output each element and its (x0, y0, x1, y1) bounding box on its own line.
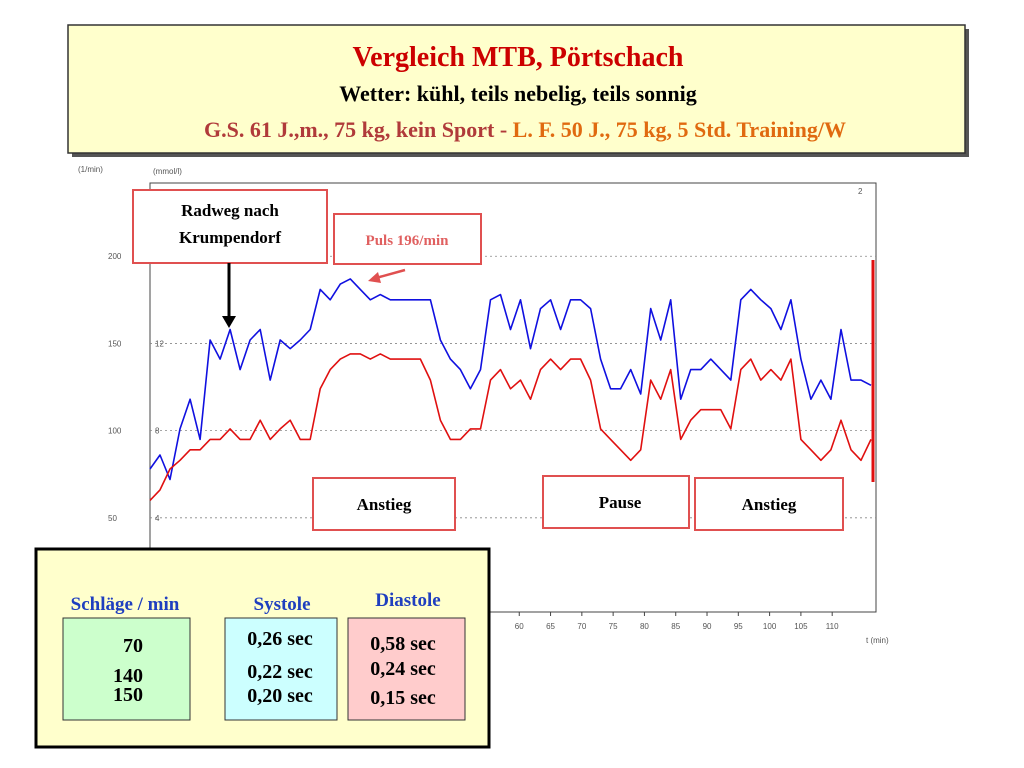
x-tick-label: 105 (794, 622, 808, 631)
x-tick-label: 95 (734, 622, 743, 631)
title: Vergleich MTB, Pörtschach (352, 42, 683, 73)
annotation-box (542, 475, 690, 529)
annotation-box (132, 189, 328, 264)
x-tick-label: 90 (703, 622, 712, 631)
y-tick-label: 50 (108, 514, 117, 523)
plot: (1/min) (mmol/l) t (min) 2 50 100 150 200 4 8… (78, 165, 889, 645)
annotations: Radweg nach Krumpendorf Puls 196/min Ans… (132, 189, 875, 531)
annotation: Krumpendorf (179, 228, 281, 247)
person-2: L. F. 50 J., 75 kg, 5 Std. Training/W (513, 117, 846, 142)
persons: G.S. 61 J.,m., 75 kg, kein Sport - L. F.… (204, 117, 846, 142)
arrow-head (368, 272, 381, 283)
value-box (347, 617, 466, 721)
x-axis-label: t (min) (866, 636, 889, 645)
x-tick-label: 65 (546, 622, 555, 631)
arrow-head (222, 316, 236, 328)
value: 70 (123, 635, 143, 657)
y-tick-label: 100 (108, 427, 122, 436)
x-tick-label: 80 (640, 622, 649, 631)
y2-tick-label: 8 (155, 427, 160, 436)
value-box (62, 617, 191, 721)
value: 0,58 sec (370, 633, 436, 655)
annotation: Puls 196/min (366, 233, 450, 249)
y-tick-label: 200 (108, 252, 122, 261)
person-1: G.S. 61 J.,m., 75 kg, kein Sport - (204, 117, 513, 142)
arrow (375, 268, 406, 280)
annotation-box (694, 477, 844, 531)
series-line (149, 278, 872, 481)
annotation: Radweg nach (181, 201, 279, 220)
value: 0,20 sec (247, 685, 313, 707)
x-tick-label: 75 (609, 622, 618, 631)
column-header: Systole (254, 594, 311, 615)
x-tick-label: 85 (671, 622, 680, 631)
subtitle: Wetter: kühl, teils nebelig, teils sonni… (339, 81, 697, 106)
value: 0,15 sec (370, 687, 436, 709)
header-box (67, 24, 966, 154)
annotation: Pause (599, 493, 642, 512)
value: 140 (113, 665, 143, 687)
value: 0,22 sec (247, 661, 313, 683)
y-tick-label: 150 (108, 339, 122, 348)
x-tick-label: 70 (577, 622, 586, 631)
value-box (224, 617, 338, 721)
value: 150 (113, 684, 143, 706)
y2-axis-label: (mmol/l) (153, 167, 182, 176)
value: 0,26 sec (247, 628, 313, 650)
annotation-box (333, 213, 482, 265)
marker: 2 (858, 187, 863, 196)
column-header: Schläge / min (71, 594, 180, 615)
value: 0,24 sec (370, 658, 436, 680)
x-tick-label: 110 (826, 622, 839, 631)
series-line (149, 353, 872, 501)
y2-tick-label: 12 (155, 339, 164, 348)
x-tick-label: 100 (763, 622, 777, 631)
y2-tick-label: 4 (155, 514, 160, 523)
y-axis-label: (1/min) (78, 165, 103, 174)
column-header: Diastole (375, 590, 440, 611)
annotation: Anstieg (742, 495, 797, 514)
annotation-box (312, 477, 456, 531)
x-tick-label: 60 (515, 622, 524, 631)
annotation: Anstieg (357, 495, 412, 514)
